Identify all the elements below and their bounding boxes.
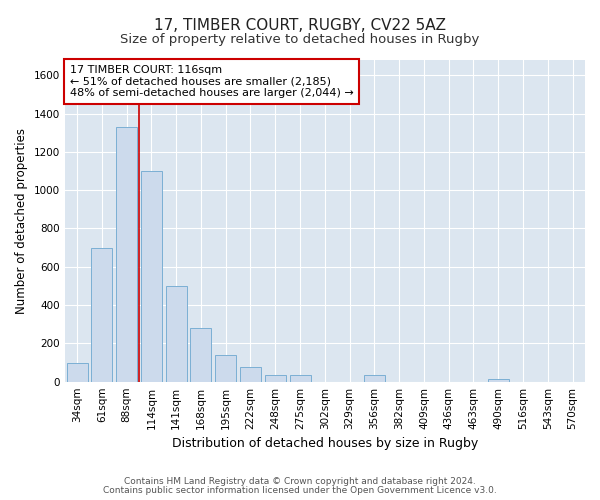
Text: 17 TIMBER COURT: 116sqm
← 51% of detached houses are smaller (2,185)
48% of semi: 17 TIMBER COURT: 116sqm ← 51% of detache… — [70, 65, 353, 98]
Bar — [141, 171, 162, 382]
X-axis label: Distribution of detached houses by size in Rugby: Distribution of detached houses by size … — [172, 437, 478, 450]
Bar — [240, 368, 261, 382]
Bar — [190, 328, 211, 382]
Y-axis label: Number of detached properties: Number of detached properties — [15, 128, 28, 314]
Text: Contains HM Land Registry data © Crown copyright and database right 2024.: Contains HM Land Registry data © Crown c… — [124, 477, 476, 486]
Bar — [265, 375, 286, 382]
Bar — [290, 375, 311, 382]
Bar — [166, 286, 187, 382]
Text: Size of property relative to detached houses in Rugby: Size of property relative to detached ho… — [121, 32, 479, 46]
Bar — [364, 375, 385, 382]
Bar — [215, 355, 236, 382]
Bar — [91, 248, 112, 382]
Text: 17, TIMBER COURT, RUGBY, CV22 5AZ: 17, TIMBER COURT, RUGBY, CV22 5AZ — [154, 18, 446, 32]
Text: Contains public sector information licensed under the Open Government Licence v3: Contains public sector information licen… — [103, 486, 497, 495]
Bar — [116, 127, 137, 382]
Bar — [488, 379, 509, 382]
Bar — [67, 362, 88, 382]
